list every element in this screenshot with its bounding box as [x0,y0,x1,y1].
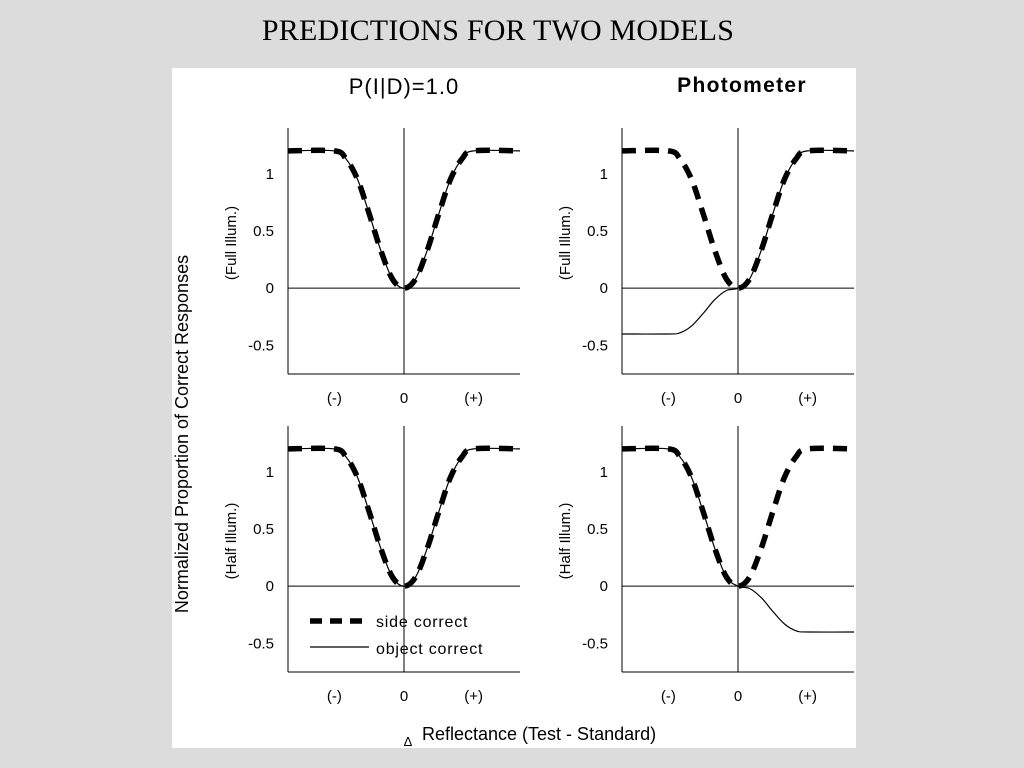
x-tick-label: (-) [661,688,676,705]
y-tick-label: -0.5 [582,337,608,354]
y-axis-label: Normalized Proportion of Correct Respons… [172,255,192,613]
series-object-correct [621,447,855,633]
x-tick-label: (+) [464,390,483,407]
column-title-right: Photometer [677,74,807,97]
x-tick-label: (+) [464,688,483,705]
legend: side correct object correct [310,614,483,658]
y-tick-label: 1 [266,166,274,183]
column-title-left: P(I|D)=1.0 [349,74,459,99]
series-object-correct [621,149,855,335]
legend-label-object-correct: object correct [376,641,483,658]
x-tick-label: 0 [734,390,742,407]
x-tick-label: 0 [400,688,408,705]
y-tick-label: 0.5 [587,521,608,538]
y-tick-label: 1 [266,464,274,481]
subplot-2: -0.5 0 0.5 1 (-) 0 (+) (Full Illum.) [557,128,855,407]
y-tick-label: 1 [600,166,608,183]
x-tick-label: 0 [734,688,742,705]
y-tick-label: -0.5 [248,635,274,652]
row-label: (Full Illum.) [557,206,574,280]
y-tick-label: 0.5 [253,521,274,538]
legend-label-side-correct: side correct [376,614,468,631]
y-tick-label: -0.5 [582,635,608,652]
x-tick-label: (+) [798,688,817,705]
x-tick-label: (-) [327,390,342,407]
x-tick-label: (-) [327,688,342,705]
series-object-correct [287,149,521,289]
y-tick-label: 0 [600,280,608,297]
y-tick-label: 0.5 [587,223,608,240]
delta-symbol: Δ [404,734,413,748]
y-tick-label: 1 [600,464,608,481]
x-tick-label: (-) [661,390,676,407]
x-tick-label: 0 [400,390,408,407]
figure-panel: P(I|D)=1.0 Photometer Normalized Proport… [172,68,856,748]
x-axis-label: Reflectance (Test - Standard) [422,724,656,744]
subplot-1: -0.5 0 0.5 1 (-) 0 (+) (Full Illum.) [223,128,521,407]
y-tick-label: -0.5 [248,337,274,354]
row-label: (Half Illum.) [223,503,240,580]
x-tick-label: (+) [798,390,817,407]
slide-title: PREDICTIONS FOR TWO MODELS [261,14,735,47]
row-label: (Full Illum.) [223,206,240,280]
row-label: (Half Illum.) [557,503,574,580]
y-tick-label: 0.5 [253,223,274,240]
subplot-3: -0.5 0 0.5 1 (-) 0 (+) (Half Illum.) [223,426,521,705]
y-tick-label: 0 [600,578,608,595]
y-tick-label: 0 [266,280,274,297]
y-tick-label: 0 [266,578,274,595]
series-object-correct [287,447,521,587]
subplot-4: -0.5 0 0.5 1 (-) 0 (+) (Half Illum.) [557,426,855,705]
figure-canvas: P(I|D)=1.0 Photometer Normalized Proport… [172,74,855,748]
x-axis-title: Δ Reflectance (Test - Standard) [404,724,656,748]
